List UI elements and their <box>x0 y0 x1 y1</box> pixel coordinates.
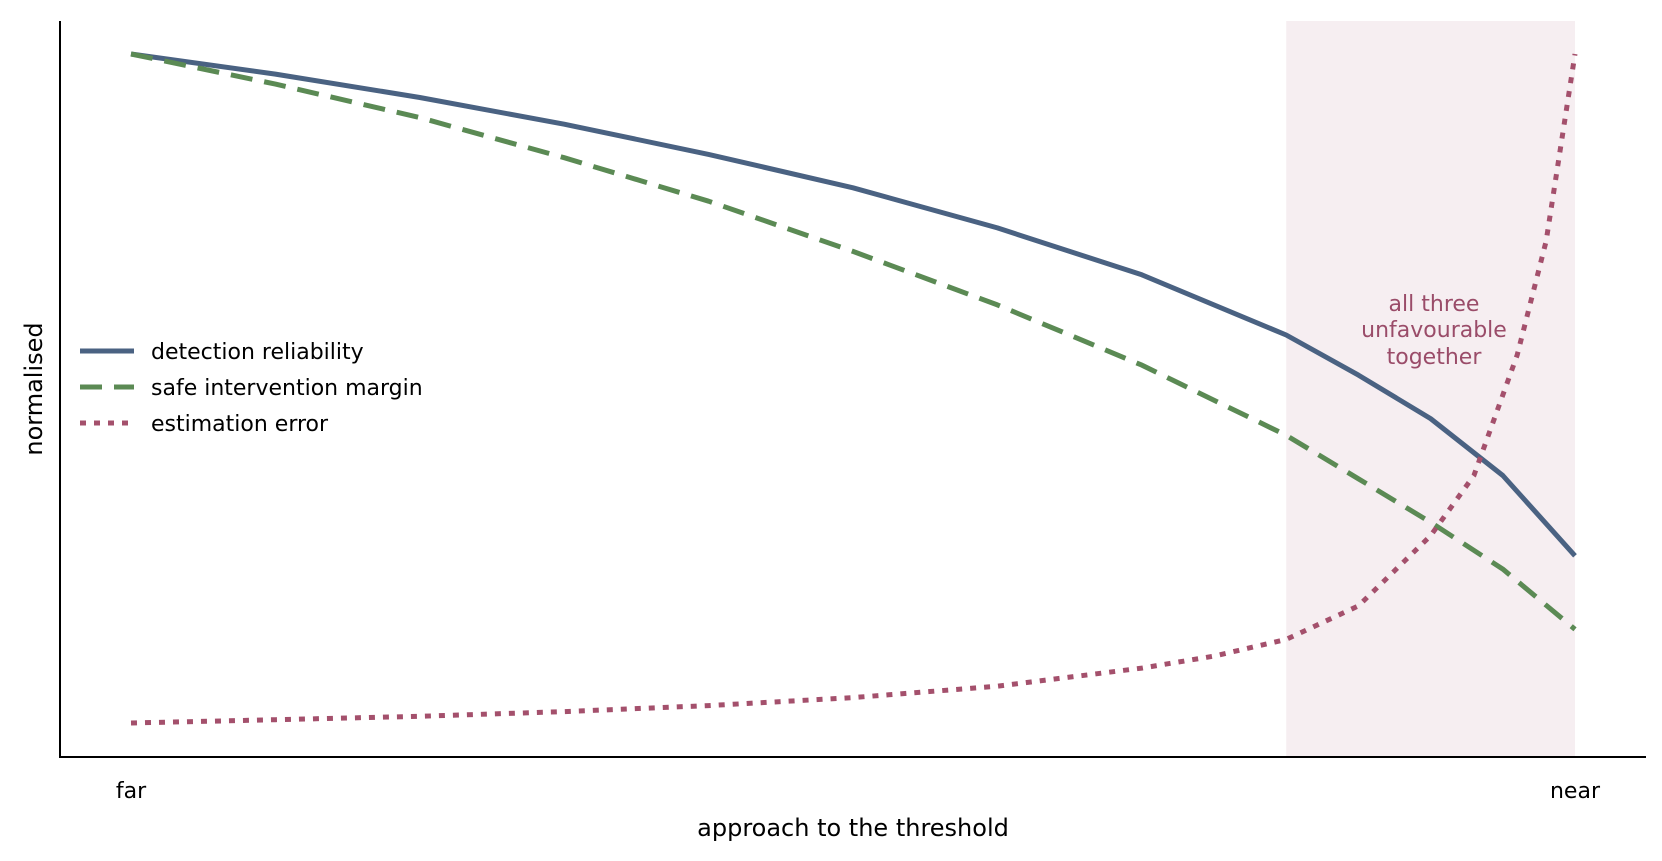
legend-label-safe-intervention-margin: safe intervention margin <box>151 376 423 401</box>
annotation-line-1: all three <box>1389 292 1480 317</box>
y-axis-title: normalised <box>20 322 48 455</box>
plot-area <box>130 21 1578 757</box>
legend-label-detection-reliability: detection reliability <box>151 340 364 365</box>
shaded-region <box>1286 21 1575 757</box>
x-axis-title: approach to the threshold <box>697 814 1009 842</box>
x-tick-label-near: near <box>1550 779 1601 804</box>
legend-label-estimation-error: estimation error <box>151 412 329 437</box>
series-line-safe-intervention-margin <box>130 51 1577 632</box>
x-tick-label-far: far <box>116 779 147 804</box>
series-line-detection-reliability <box>130 51 1577 558</box>
annotation: all three unfavourable together <box>1361 292 1507 370</box>
legend: detection reliability safe intervention … <box>80 340 423 437</box>
annotation-line-2: unfavourable <box>1361 318 1507 343</box>
annotation-line-3: together <box>1387 345 1483 370</box>
